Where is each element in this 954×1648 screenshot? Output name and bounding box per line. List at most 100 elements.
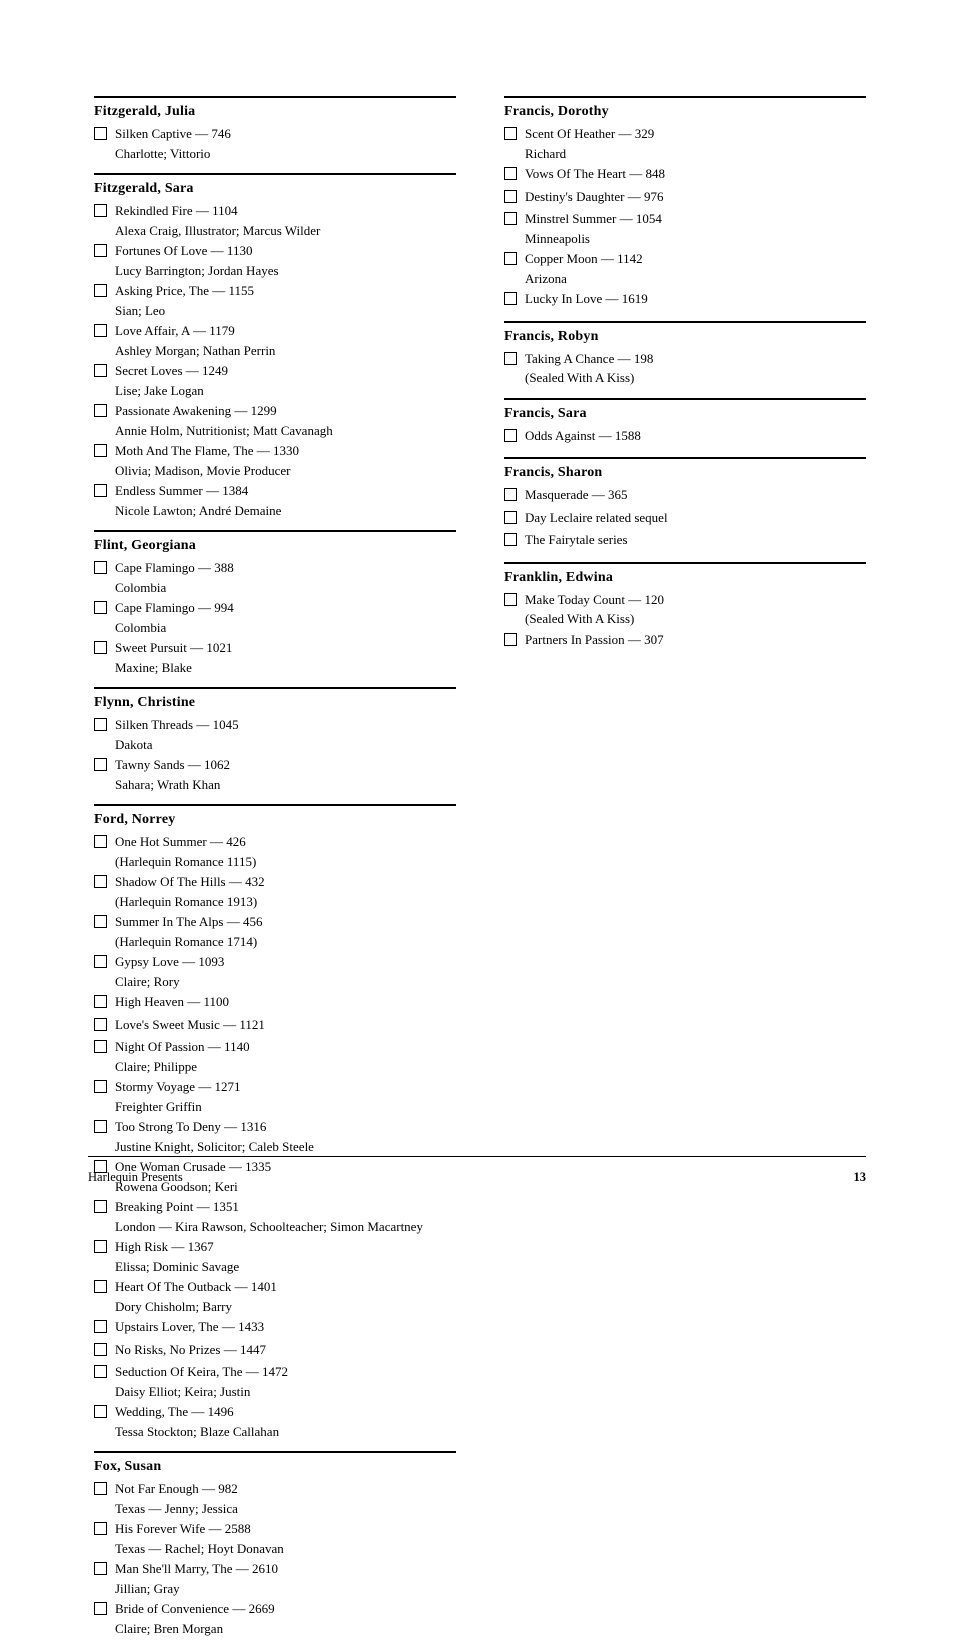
book-meta: Claire; Rory — [115, 972, 456, 992]
entry-text: Love Affair, A — 1179Ashley Morgan; Nath… — [115, 321, 456, 360]
entry-text: The Fairytale series — [525, 530, 866, 550]
checkbox-wrap — [94, 638, 107, 660]
book-title: Too Strong To Deny — 1316 — [115, 1117, 456, 1137]
checkbox-icon[interactable] — [504, 352, 517, 365]
checkbox-icon[interactable] — [94, 718, 107, 731]
checkbox-icon[interactable] — [94, 1018, 107, 1031]
checkbox-wrap — [94, 401, 107, 423]
book-entry: Taking A Chance — 198(Sealed With A Kiss… — [504, 349, 866, 388]
checkbox-icon[interactable] — [504, 633, 517, 646]
book-entry: Destiny's Daughter — 976 — [504, 187, 866, 209]
entry-text: Man She'll Marry, The — 2610Jillian; Gra… — [115, 1559, 456, 1598]
checkbox-icon[interactable] — [94, 915, 107, 928]
checkbox-icon[interactable] — [504, 252, 517, 265]
checkbox-icon[interactable] — [504, 429, 517, 442]
checkbox-icon[interactable] — [504, 511, 517, 524]
checkbox-icon[interactable] — [94, 1365, 107, 1378]
author-name: Flynn, Christine — [94, 695, 456, 711]
checkbox-icon[interactable] — [94, 404, 107, 417]
checkbox-icon[interactable] — [94, 995, 107, 1008]
checkbox-icon[interactable] — [504, 533, 517, 546]
book-meta: Texas — Jenny; Jessica — [115, 1499, 456, 1519]
checkbox-icon[interactable] — [504, 190, 517, 203]
checkbox-icon[interactable] — [94, 127, 107, 140]
book-meta: Minneapolis — [525, 229, 866, 249]
book-title: Partners In Passion — 307 — [525, 630, 866, 650]
book-entry: Heart Of The Outback — 1401Dory Chisholm… — [94, 1277, 456, 1316]
book-entry: Day Leclaire related sequel — [504, 508, 866, 530]
checkbox-icon[interactable] — [94, 601, 107, 614]
book-title: Vows Of The Heart — 848 — [525, 164, 866, 184]
checkbox-wrap — [94, 598, 107, 620]
checkbox-icon[interactable] — [94, 955, 107, 968]
book-entry: Not Far Enough — 982Texas — Jenny; Jessi… — [94, 1479, 456, 1518]
checkbox-icon[interactable] — [504, 292, 517, 305]
book-meta: Claire; Bren Morgan — [115, 1619, 456, 1639]
book-entry: Man She'll Marry, The — 2610Jillian; Gra… — [94, 1559, 456, 1598]
checkbox-icon[interactable] — [94, 875, 107, 888]
checkbox-icon[interactable] — [94, 1280, 107, 1293]
checkbox-icon[interactable] — [94, 1602, 107, 1615]
section-rule — [94, 96, 456, 98]
checkbox-icon[interactable] — [94, 1522, 107, 1535]
entry-text: Breaking Point — 1351London — Kira Rawso… — [115, 1197, 456, 1236]
checkbox-wrap — [94, 1402, 107, 1424]
checkbox-icon[interactable] — [94, 1405, 107, 1418]
checkbox-icon[interactable] — [94, 641, 107, 654]
book-meta: Colombia — [115, 618, 456, 638]
checkbox-icon[interactable] — [94, 561, 107, 574]
book-title: Cape Flamingo — 388 — [115, 558, 456, 578]
checkbox-icon[interactable] — [94, 758, 107, 771]
entry-text: Sweet Pursuit — 1021Maxine; Blake — [115, 638, 456, 677]
checkbox-icon[interactable] — [94, 364, 107, 377]
book-entry: Summer In The Alps — 456(Harlequin Roman… — [94, 912, 456, 951]
book-meta: Richard — [525, 144, 866, 164]
checkbox-icon[interactable] — [94, 835, 107, 848]
checkbox-wrap — [504, 630, 517, 652]
entry-text: Bride of Convenience — 2669Claire; Bren … — [115, 1599, 456, 1638]
book-title: Tawny Sands — 1062 — [115, 755, 456, 775]
checkbox-icon[interactable] — [504, 488, 517, 501]
checkbox-icon[interactable] — [94, 1343, 107, 1356]
entry-text: Day Leclaire related sequel — [525, 508, 866, 528]
entry-text: Secret Loves — 1249Lise; Jake Logan — [115, 361, 456, 400]
book-meta: Freighter Griffin — [115, 1097, 456, 1117]
author-section: Flynn, ChristineSilken Threads — 1045Dak… — [94, 687, 456, 794]
book-entry: Breaking Point — 1351London — Kira Rawso… — [94, 1197, 456, 1236]
checkbox-icon[interactable] — [94, 484, 107, 497]
checkbox-icon[interactable] — [94, 1320, 107, 1333]
checkbox-icon[interactable] — [94, 1040, 107, 1053]
checkbox-icon[interactable] — [504, 127, 517, 140]
checkbox-icon[interactable] — [504, 167, 517, 180]
book-title: Fortunes Of Love — 1130 — [115, 241, 456, 261]
author-name: Francis, Dorothy — [504, 104, 866, 120]
section-rule — [94, 1451, 456, 1453]
book-entry: Love's Sweet Music — 1121 — [94, 1015, 456, 1037]
entry-text: Copper Moon — 1142Arizona — [525, 249, 866, 288]
checkbox-icon[interactable] — [94, 444, 107, 457]
checkbox-icon[interactable] — [504, 593, 517, 606]
checkbox-icon[interactable] — [94, 204, 107, 217]
entry-text: No Risks, No Prizes — 1447 — [115, 1340, 456, 1360]
checkbox-icon[interactable] — [94, 1562, 107, 1575]
checkbox-icon[interactable] — [94, 324, 107, 337]
checkbox-icon[interactable] — [504, 212, 517, 225]
checkbox-wrap — [504, 164, 517, 186]
checkbox-icon[interactable] — [94, 1200, 107, 1213]
book-title: High Heaven — 1100 — [115, 992, 456, 1012]
book-meta: Alexa Craig, Illustrator; Marcus Wilder — [115, 221, 456, 241]
book-entry: One Hot Summer — 426(Harlequin Romance 1… — [94, 832, 456, 871]
book-entry: High Heaven — 1100 — [94, 992, 456, 1014]
book-meta: Sian; Leo — [115, 301, 456, 321]
book-meta: (Sealed With A Kiss) — [525, 609, 866, 629]
book-meta: Dory Chisholm; Barry — [115, 1297, 456, 1317]
author-section: Fitzgerald, JuliaSilken Captive — 746Cha… — [94, 96, 456, 163]
book-meta: Daisy Elliot; Keira; Justin — [115, 1382, 456, 1402]
book-meta: Lise; Jake Logan — [115, 381, 456, 401]
checkbox-icon[interactable] — [94, 1080, 107, 1093]
checkbox-icon[interactable] — [94, 244, 107, 257]
checkbox-icon[interactable] — [94, 1240, 107, 1253]
checkbox-icon[interactable] — [94, 1482, 107, 1495]
checkbox-icon[interactable] — [94, 284, 107, 297]
checkbox-icon[interactable] — [94, 1120, 107, 1133]
